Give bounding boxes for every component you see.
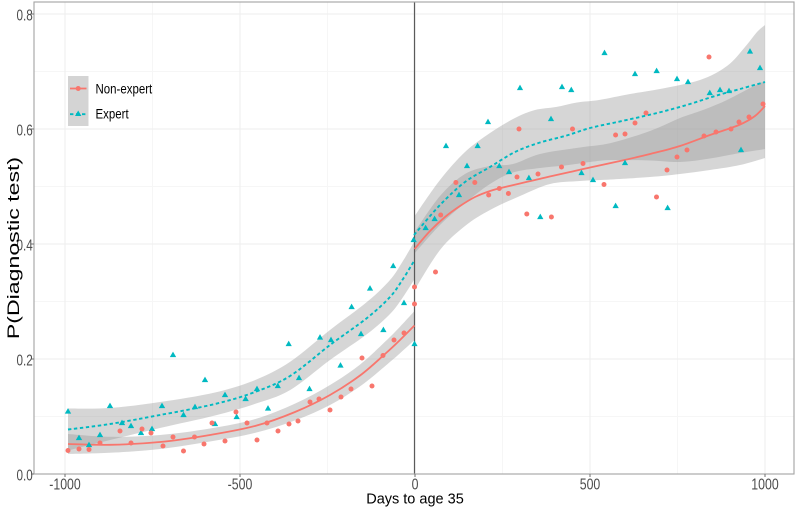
svg-text:0.8: 0.8 [16,6,32,24]
svg-text:500: 500 [580,476,601,494]
svg-text:0.2: 0.2 [16,351,32,369]
svg-text:0.0: 0.0 [16,466,32,484]
svg-text:-1000: -1000 [49,476,81,494]
svg-text:Days to age 35: Days to age 35 [366,492,464,508]
svg-text:1000: 1000 [751,476,779,494]
svg-text:0: 0 [412,476,419,494]
svg-text:-500: -500 [228,476,253,494]
svg-text:0.4: 0.4 [16,236,32,254]
svg-text:0.6: 0.6 [16,121,32,139]
svg-text:P(Diagnostic test): P(Diagnostic test) [5,157,23,339]
svg-text:Non-expert: Non-expert [96,82,153,97]
svg-text:Expert: Expert [96,107,130,122]
